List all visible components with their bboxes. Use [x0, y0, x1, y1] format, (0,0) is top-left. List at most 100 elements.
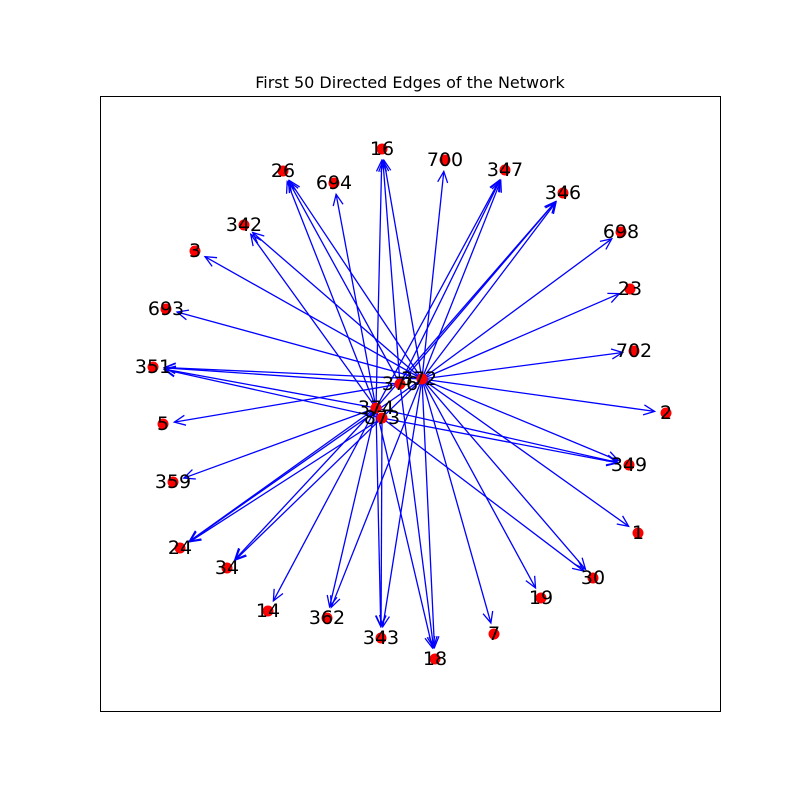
node-label-34: 34: [215, 557, 239, 579]
arrowhead-icon: [426, 635, 438, 650]
arrowhead-icon: [375, 615, 387, 629]
node-label-362: 362: [309, 607, 345, 629]
edge-873-351: [162, 366, 383, 419]
arrowhead-icon: [571, 560, 586, 573]
node-label-30: 30: [581, 567, 605, 589]
arrowhead-icon: [285, 180, 297, 194]
node-343: [375, 632, 387, 644]
edge-372-1: [421, 378, 630, 528]
node-label-700: 700: [427, 149, 463, 171]
edge-374-14: [272, 407, 377, 603]
node-18: [429, 653, 441, 665]
node-label-376: 376: [382, 373, 418, 395]
arrowhead-icon: [182, 469, 196, 480]
node-label-342: 342: [226, 214, 262, 236]
edge-374-346: [375, 200, 557, 409]
node-700: [439, 154, 451, 166]
node-374: [370, 402, 382, 414]
node-label-351: 351: [135, 356, 171, 378]
node-label-347: 347: [487, 159, 523, 181]
node-label-19: 19: [529, 587, 553, 609]
arrowhead-icon: [599, 237, 614, 250]
chart-title: First 50 Directed Edges of the Network: [255, 73, 565, 92]
node-label-698: 698: [603, 221, 639, 243]
node-label-16: 16: [370, 138, 394, 160]
arrowhead-icon: [172, 414, 187, 426]
edge-374-342: [249, 233, 377, 409]
edge-376-26: [287, 179, 401, 385]
nodes-layer: [147, 143, 672, 665]
node-label-702: 702: [616, 340, 652, 362]
arrowhead-icon: [249, 233, 262, 247]
edge-372-7: [421, 378, 494, 625]
node-label-374: 374: [358, 397, 394, 419]
arrowhead-icon: [272, 588, 284, 603]
edge-372-3: [203, 255, 423, 380]
node-347: [499, 164, 511, 176]
node-label-1: 1: [632, 522, 644, 544]
node-label-2: 2: [660, 402, 672, 424]
node-16: [376, 143, 388, 155]
node-362: [321, 612, 333, 624]
arrowhead-icon: [437, 169, 449, 184]
edge-376-16: [378, 158, 401, 385]
edge-374-18: [375, 407, 436, 650]
plot-frame: [100, 96, 721, 712]
arrowhead-icon: [607, 292, 621, 303]
node-873: [376, 412, 388, 424]
node-label-7: 7: [488, 623, 500, 645]
node-342: [238, 219, 250, 231]
node-label-693: 693: [148, 298, 184, 320]
arrowhead-icon: [616, 515, 630, 528]
arrowhead-icon: [288, 179, 301, 193]
arrowhead-icon: [326, 594, 338, 609]
edge-374-34: [233, 407, 377, 561]
node-1: [632, 527, 644, 539]
arrowhead-icon: [605, 455, 620, 467]
node-26: [277, 165, 289, 177]
edge-372-16: [380, 158, 423, 380]
edge-376-5: [172, 383, 401, 426]
node-label-26: 26: [271, 160, 295, 182]
edge-873-24: [188, 417, 383, 543]
node-label-23: 23: [618, 278, 642, 300]
edge-374-694: [332, 192, 377, 409]
arrowhead-icon: [251, 231, 265, 244]
node-30: [587, 572, 599, 584]
node-5: [157, 418, 169, 430]
node-label-694: 694: [316, 172, 352, 194]
node-label-346: 346: [545, 182, 581, 204]
node-693: [160, 303, 172, 315]
arrowhead-icon: [610, 348, 625, 360]
arrowhead-icon: [175, 309, 190, 321]
node-372: [416, 373, 428, 385]
node-label-3: 3: [189, 240, 201, 262]
node-19: [535, 592, 547, 604]
arrowhead-icon: [162, 366, 177, 378]
arrowhead-icon: [332, 192, 344, 207]
node-label-343: 343: [363, 627, 399, 649]
edge-372-342: [251, 231, 423, 380]
node-359: [167, 476, 179, 488]
arrowhead-icon: [491, 179, 502, 193]
arrowhead-icon: [287, 179, 299, 194]
node-694: [328, 177, 340, 189]
node-702: [628, 345, 640, 357]
arrowhead-icon: [482, 610, 494, 625]
node-24: [174, 542, 186, 554]
edge-374-24: [188, 407, 377, 543]
arrowhead-icon: [233, 547, 247, 561]
edges-layer: [162, 158, 657, 650]
edge-376-18: [399, 383, 438, 650]
node-698: [615, 226, 627, 238]
arrowhead-icon: [642, 404, 657, 416]
edge-372-698: [421, 237, 614, 380]
edge-372-2: [421, 378, 657, 416]
node-3: [189, 245, 201, 257]
node-label-24: 24: [168, 537, 192, 559]
arrowhead-icon: [375, 158, 388, 172]
arrowhead-icon: [544, 200, 557, 214]
edge-372-346: [421, 200, 558, 380]
edge-372-347: [421, 179, 502, 380]
